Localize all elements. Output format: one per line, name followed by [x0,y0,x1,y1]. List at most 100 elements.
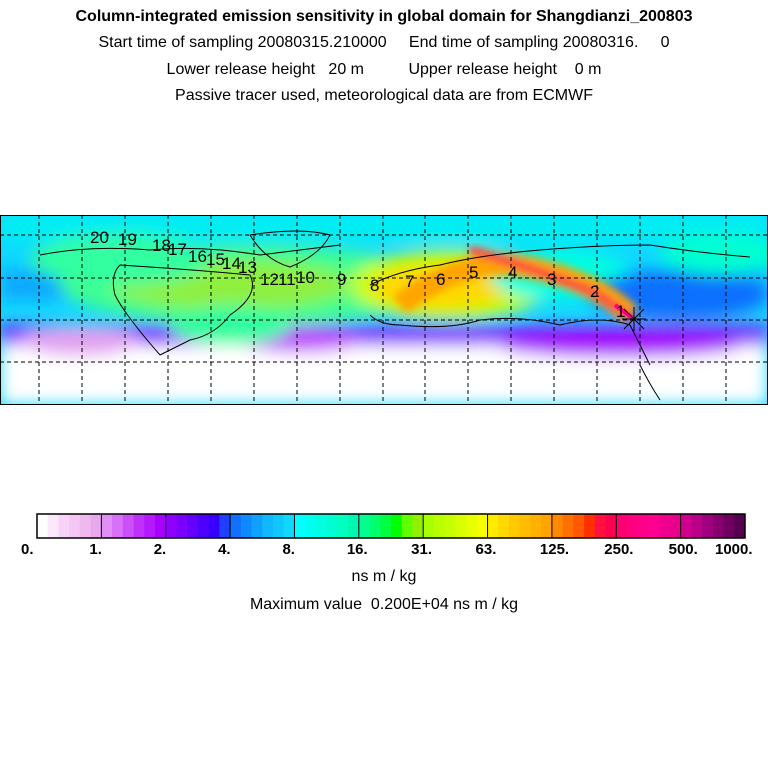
colorbar-cell [251,514,263,538]
colorbar-cell [273,514,285,538]
colorbar-tick-label: 2. [154,541,167,558]
colorbar-cell [122,514,135,538]
colorbar-cell [37,514,49,538]
colorbar-cell [305,514,317,538]
colorbar-cell [294,514,306,538]
trajectory-label: 1 [616,302,625,321]
colorbar-tick-label: 63. [476,541,497,558]
colorbar-cell [573,514,585,538]
grid-lines [0,215,768,405]
colorbar-tick-label: 250. [604,541,633,558]
coastlines [39,230,751,401]
colorbar-tick-label: 31. [411,541,432,558]
sampling-time-line: Start time of sampling 20080315.210000 E… [98,34,670,51]
plot-title: Column-integrated emission sensitivity i… [75,8,693,25]
colorbar-frame [36,513,746,539]
trajectory-label: 3 [547,270,556,289]
colorbar-cell [444,514,456,538]
colorbar-cell [412,514,424,538]
colorbar-cell [369,514,381,538]
trajectory-label: 12 [260,270,279,289]
colorbar-cell [58,514,70,538]
colorbar-cell [337,514,349,538]
colorbar-cell [433,514,446,538]
trajectory-label: 17 [168,240,187,259]
maximum-value-label: Maximum value 0.200E+04 ns m / kg [249,596,519,613]
colorbar-cell [358,514,371,538]
colorbar-cell [712,514,725,538]
colorbar-cell [391,514,403,538]
colorbar-tick-label: 500. [669,541,698,558]
colorbar-cell [348,514,360,538]
colorbar: 0. 1. 2. 4. 8. 16. 31. 63. 125. 250. 500. 1000. [21,513,753,558]
colorbar-cell [605,514,617,538]
trajectory-label: 5 [469,263,478,282]
colorbar-cell [519,514,531,538]
trajectory-label: 7 [405,272,414,291]
receptor-star-icon [622,307,646,331]
colorbar-cell [155,514,167,538]
trajectory-label: 20 [90,228,109,247]
trajectory-label: 16 [188,247,207,266]
colorbar-cell [637,514,649,538]
colorbar-cell [734,514,746,538]
colorbar-tick-label: 0. [21,541,34,558]
colorbar-cell [616,514,628,538]
colorbar-tick-label: 1000. [715,541,753,558]
colorbar-cell [723,514,735,538]
colorbar-tick-label: 4. [218,541,231,558]
colorbar-tick-label: 1. [89,541,102,558]
colorbar-cell [680,514,692,538]
colorbar-cell [487,514,499,538]
trajectory-label: 14 [222,254,241,273]
colorbar-cell [262,514,274,538]
colorbar-cell [594,514,607,538]
colorbar-cell [498,514,510,538]
colorbar-cell [702,514,714,538]
colorbar-cell [476,514,489,538]
colorbar-cell [562,514,574,538]
colorbar-cell [47,514,59,538]
trajectory-label: 10 [296,268,315,287]
trajectory-label: 18 [152,236,171,255]
colorbar-tick-label: 16. [347,541,368,558]
trajectory-label: 9 [337,270,346,289]
colorbar-cell [219,514,231,538]
colorbar-cell [90,514,102,538]
colorbar-cell [197,514,210,538]
colorbar-tick-label: 8. [282,541,295,558]
colorbar-cell [530,514,542,538]
colorbar-cell [669,514,682,538]
colorbar-cell [401,514,413,538]
colorbar-cell [380,514,392,538]
colorbar-cell [551,514,564,538]
colorbar-cell [423,514,435,538]
colorbar-cell [326,514,338,538]
colorbar-cell [315,514,328,538]
colorbar-cell [509,514,521,538]
release-height-line: Lower release height 20 m Upper release … [166,61,602,78]
trajectory-label: 4 [508,263,517,282]
colorbar-unit-label: ns m / kg [351,568,417,585]
colorbar-cell [101,514,113,538]
trajectory-label: 13 [238,258,257,277]
colorbar-cell [144,514,156,538]
colorbar-cell [208,514,220,538]
trajectory-label: 8 [370,276,379,295]
colorbar-cell [691,514,703,538]
colorbar-cell [455,514,467,538]
colorbar-cell [627,514,639,538]
colorbar-cell [176,514,188,538]
colorbar-cell [133,514,145,538]
colorbar-cell [165,514,177,538]
colorbar-cell [79,514,92,538]
colorbar-cell [112,514,124,538]
tracer-info-line: Passive tracer used, meteorological data… [175,87,593,104]
trajectory-label: 6 [436,270,445,289]
trajectory-label: 15 [206,250,225,269]
colorbar-cell [187,514,199,538]
colorbar-cell [584,514,596,538]
colorbar-cell [659,514,671,538]
